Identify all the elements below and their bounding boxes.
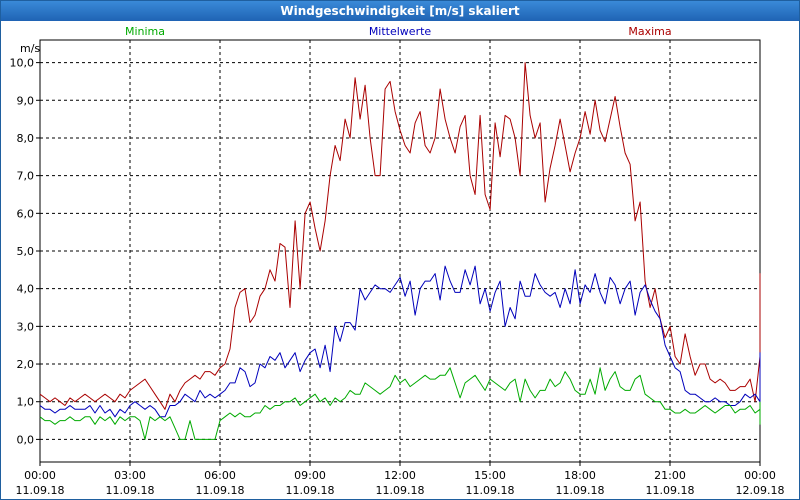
series-line-mittelwerte bbox=[39, 265, 761, 418]
x-tick-date: 11.09.18 bbox=[196, 484, 245, 497]
x-tick-time: 03:00 bbox=[114, 469, 146, 482]
x-tick-time: 06:00 bbox=[204, 469, 236, 482]
x-tick-time: 12:00 bbox=[384, 469, 416, 482]
series-line-maxima bbox=[39, 62, 761, 410]
legend-minima: Minima bbox=[125, 25, 165, 38]
x-tick-time: 00:00 bbox=[24, 469, 56, 482]
y-tick-label: 9,0 bbox=[17, 94, 35, 107]
y-tick-label: 3,0 bbox=[17, 320, 35, 333]
x-tick-time: 09:00 bbox=[294, 469, 326, 482]
y-tick-label: 10,0 bbox=[10, 57, 35, 70]
x-tick-date: 12.09.18 bbox=[736, 484, 785, 497]
x-tick-time: 15:00 bbox=[474, 469, 506, 482]
x-tick-time: 00:00 bbox=[744, 469, 776, 482]
x-tick-date: 11.09.18 bbox=[556, 484, 605, 497]
x-tick-date: 11.09.18 bbox=[16, 484, 65, 497]
x-tick-date: 11.09.18 bbox=[466, 484, 515, 497]
y-tick-label: 4,0 bbox=[17, 283, 35, 296]
series-line-minima bbox=[39, 367, 761, 440]
y-tick-label: 0,0 bbox=[17, 433, 35, 446]
y-tick-label: 1,0 bbox=[17, 396, 35, 409]
legend-mittelwerte: Mittelwerte bbox=[369, 25, 432, 38]
window-title: Windgeschwindigkeit [m/s] skaliert bbox=[1, 1, 799, 21]
y-tick-label: 7,0 bbox=[17, 170, 35, 183]
y-tick-label: 6,0 bbox=[17, 207, 35, 220]
x-tick-date: 11.09.18 bbox=[646, 484, 695, 497]
x-tick-date: 11.09.18 bbox=[106, 484, 155, 497]
legend-maxima: Maxima bbox=[628, 25, 671, 38]
x-tick-date: 11.09.18 bbox=[376, 484, 425, 497]
y-axis-label: m/s bbox=[20, 42, 40, 55]
x-tick-time: 21:00 bbox=[654, 469, 686, 482]
x-tick-time: 18:00 bbox=[564, 469, 596, 482]
y-tick-label: 5,0 bbox=[17, 245, 35, 258]
y-tick-label: 2,0 bbox=[17, 358, 35, 371]
y-tick-label: 8,0 bbox=[17, 132, 35, 145]
x-tick-date: 11.09.18 bbox=[286, 484, 335, 497]
